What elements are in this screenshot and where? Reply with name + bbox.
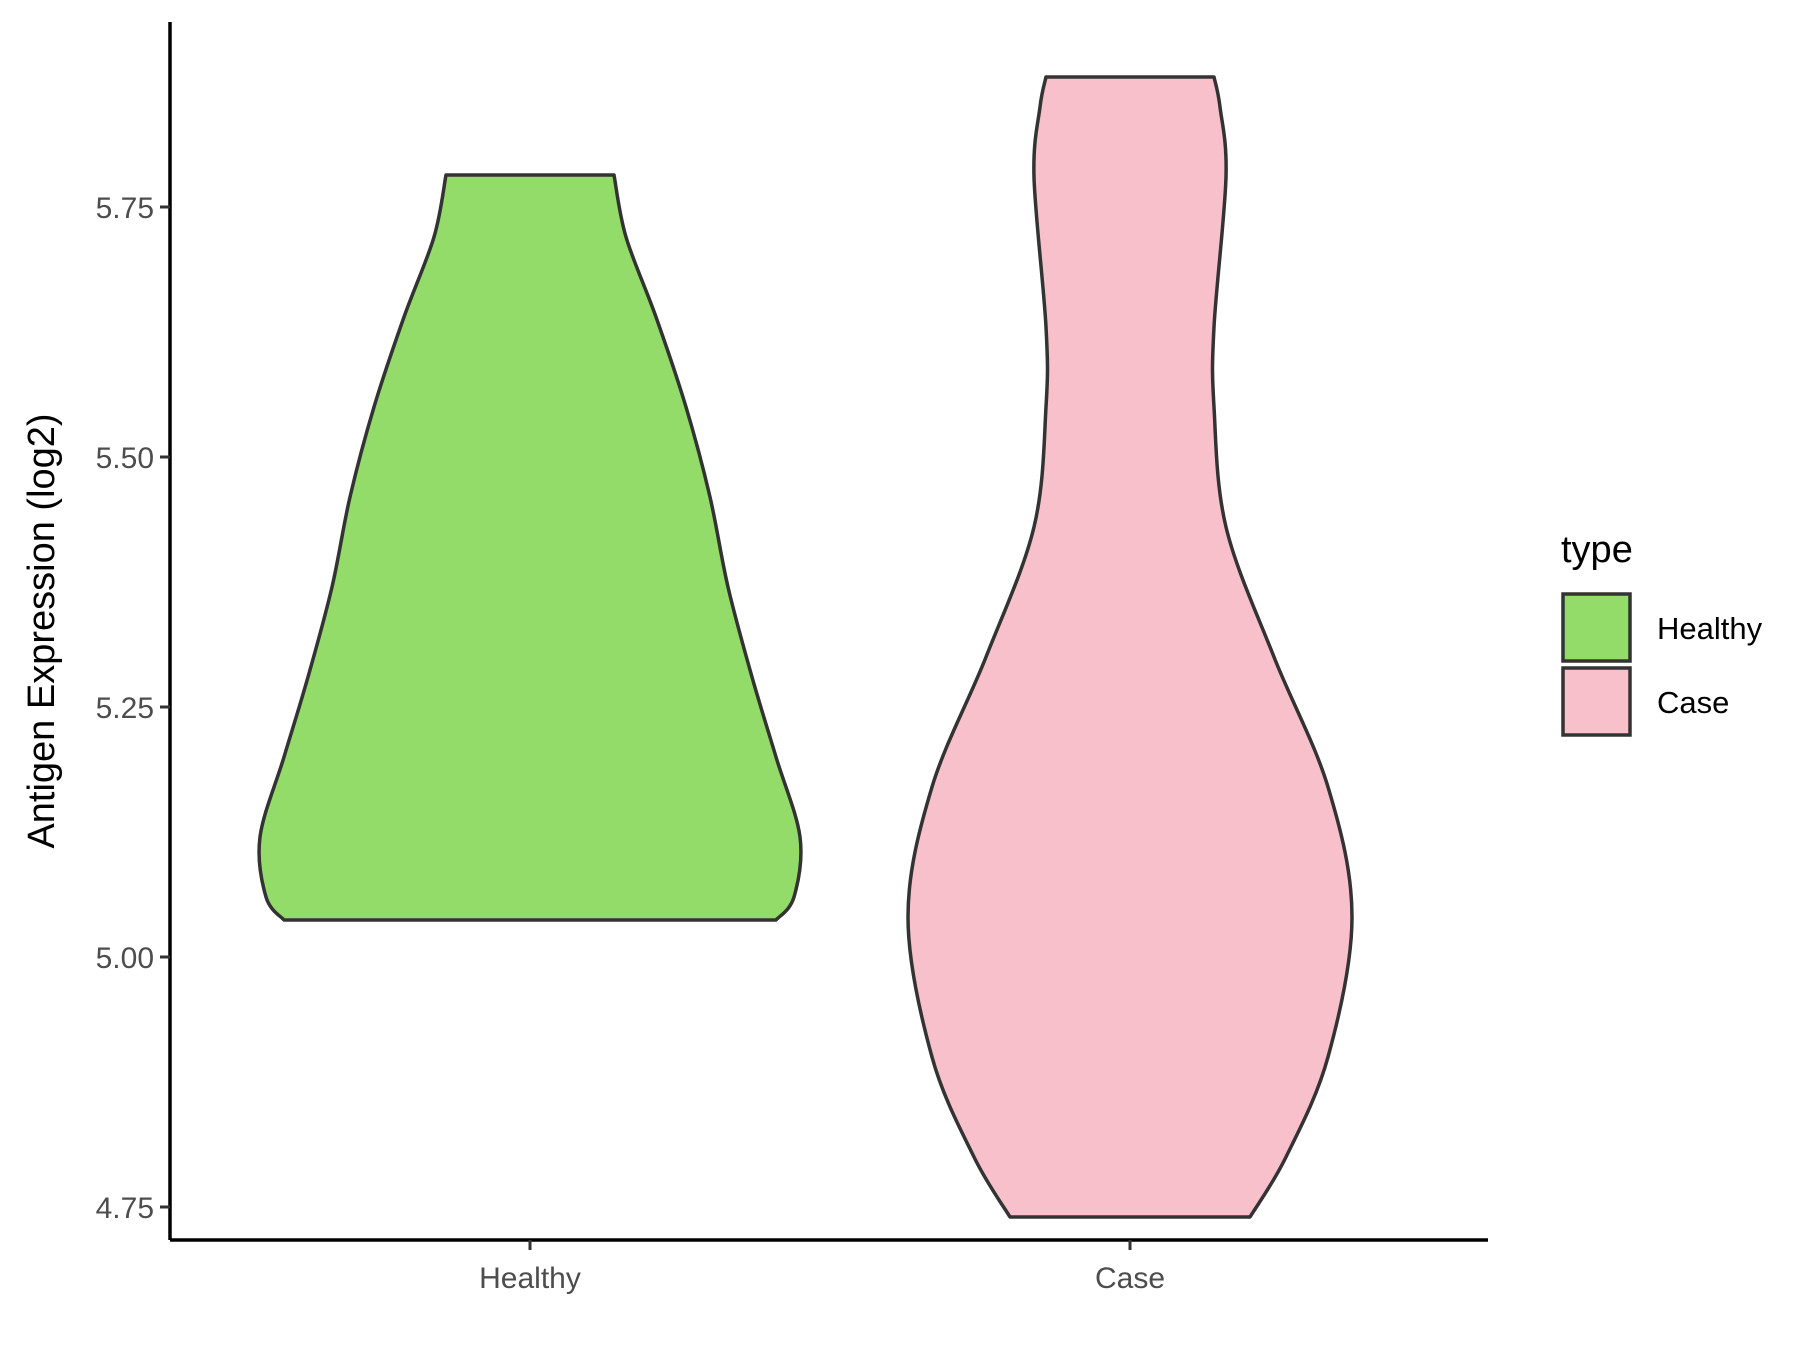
legend-key-healthy xyxy=(1561,592,1632,663)
y-tick-label: 5.00 xyxy=(96,942,154,975)
y-axis-title: Antigen Expression (log2) xyxy=(21,413,63,848)
violin-healthy xyxy=(257,173,803,922)
legend-title: type xyxy=(1561,529,1633,571)
x-tick-label: Case xyxy=(1095,1262,1165,1295)
y-tick-label: 5.50 xyxy=(96,442,154,475)
y-tick-label: 4.75 xyxy=(96,1192,154,1225)
legend-label-healthy: Healthy xyxy=(1657,611,1763,646)
violin-layer xyxy=(257,75,1354,1219)
y-tick-label: 5.25 xyxy=(96,692,154,725)
x-tick-label: Healthy xyxy=(479,1262,581,1295)
violin-case xyxy=(906,75,1354,1219)
y-tick-label: 5.75 xyxy=(96,192,154,225)
legend-label-case: Case xyxy=(1657,685,1729,720)
legend-key-case xyxy=(1561,666,1632,737)
axes-layer: 4.75 5.00 5.25 5.50 5.75 Healthy Case xyxy=(96,22,1488,1295)
legend: type Healthy Case xyxy=(1561,529,1763,737)
